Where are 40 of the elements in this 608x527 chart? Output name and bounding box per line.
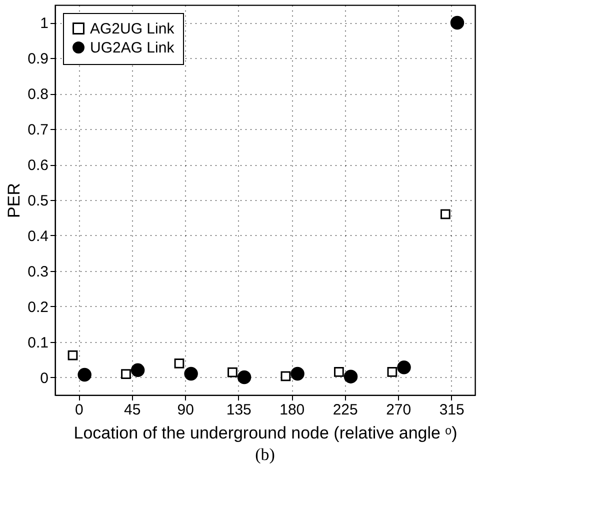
y-tick-label: 0.1 — [28, 334, 48, 352]
x-tick-label: 180 — [280, 402, 305, 418]
y-tick-label: 0.2 — [28, 298, 48, 316]
y-tick-label: 0.4 — [28, 228, 48, 245]
x-axis-title: Location of the underground node (relative angle ᵒ) — [74, 424, 458, 442]
y-tick-label: 0.3 — [28, 263, 48, 280]
point — [68, 350, 78, 360]
point — [387, 367, 398, 377]
point — [344, 370, 358, 384]
point — [450, 16, 464, 30]
point — [237, 370, 252, 384]
y-tick-label: 0.8 — [28, 86, 48, 104]
point — [397, 360, 411, 374]
point — [228, 367, 238, 378]
y-tick-label: 0.9 — [28, 50, 48, 68]
x-tick-label: 135 — [226, 402, 252, 418]
y-tick-label: 0.5 — [28, 192, 48, 210]
x-tick-label: 225 — [332, 402, 358, 418]
x-tick-label: 90 — [177, 402, 194, 418]
y-tick-label: 1 — [40, 15, 48, 32]
point — [184, 366, 198, 381]
text: (b) — [255, 445, 275, 464]
y-tick-label: 0.7 — [28, 122, 48, 139]
point — [280, 371, 291, 382]
point — [174, 358, 184, 368]
point — [121, 369, 131, 380]
x-tick-label: 45 — [124, 402, 141, 418]
legend-label: UG2AG Link — [90, 40, 175, 56]
legend-label: AG2UG Link — [90, 20, 175, 38]
point — [440, 209, 450, 220]
point — [334, 367, 344, 377]
x-tick-label: 270 — [386, 402, 412, 418]
point — [130, 363, 145, 378]
x-tick-label: 315 — [439, 402, 464, 418]
y-axis-title: PER — [4, 183, 24, 218]
point — [78, 368, 92, 382]
x-tick-label: 0 — [74, 402, 84, 418]
y-tick-label: 0 — [40, 370, 48, 387]
y-tick-label: 0.6 — [28, 157, 48, 174]
point — [290, 366, 304, 381]
